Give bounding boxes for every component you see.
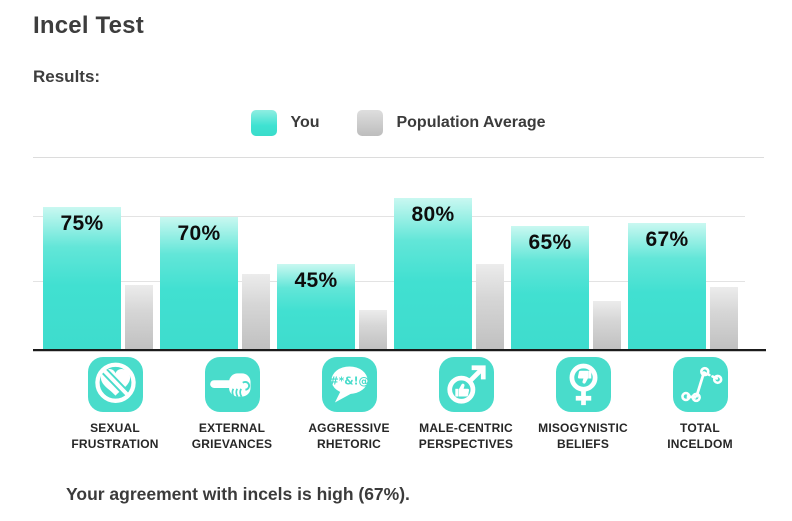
category-label: AGGRESSIVE RHETORIC xyxy=(308,421,390,451)
category-aggressive-rhetoric: #*&!@ AGGRESSIVE RHETORIC xyxy=(308,357,427,453)
bar-group-external-grievances: 70% xyxy=(160,198,277,350)
bar-value-label: 65% xyxy=(528,231,572,254)
bar-value-label: 75% xyxy=(60,212,104,235)
you-bar: 45% xyxy=(277,264,355,350)
category-sexual-frustration: SEXUAL FRUSTRATION xyxy=(71,357,193,453)
category-row: SEXUAL FRUSTRATION EXTERNAL GRI xyxy=(71,357,792,453)
you-bar: 67% xyxy=(628,223,706,350)
population-average-bar xyxy=(593,301,621,350)
bar-value-label: 80% xyxy=(411,203,455,226)
population-swatch-icon xyxy=(357,109,384,136)
you-bar: 80% xyxy=(394,198,472,350)
trend-line-icon xyxy=(672,357,728,412)
profanity-speech-bubble-icon: #*&!@ xyxy=(321,357,377,412)
bar-groups: 75% 70% 45% 80% 65% 67% xyxy=(43,198,745,350)
category-label: TOTAL INCELDOM xyxy=(667,421,733,451)
bar-group-total-inceldom: 67% xyxy=(628,198,745,350)
bar-group-aggressive-rhetoric: 45% xyxy=(277,198,394,350)
category-label: MISOGYNISTIC BELIEFS xyxy=(538,421,628,451)
bar-value-label: 70% xyxy=(177,222,221,245)
population-average-bar xyxy=(359,310,387,350)
population-average-bar xyxy=(125,285,153,350)
bar-group-male-centric-perspectives: 80% xyxy=(394,198,511,350)
you-swatch-icon xyxy=(251,109,278,136)
category-label: SEXUAL FRUSTRATION xyxy=(71,421,159,451)
pointing-hand-icon xyxy=(204,357,260,412)
results-bar-chart: 75% 70% 45% 80% 65% 67% xyxy=(33,157,766,352)
population-average-bar xyxy=(476,264,504,350)
legend-item-you: You xyxy=(251,109,320,136)
results-page: Incel Test Results: You Population Avera… xyxy=(33,12,792,504)
results-heading: Results: xyxy=(33,67,101,86)
population-average-bar xyxy=(710,287,738,350)
population-average-bar xyxy=(242,274,270,350)
category-label: EXTERNAL GRIEVANCES xyxy=(191,421,273,451)
legend-you-label: You xyxy=(290,113,320,131)
category-label: MALE-CENTRIC PERSPECTIVES xyxy=(418,421,514,451)
legend-population-label: Population Average xyxy=(396,113,546,131)
you-bar: 65% xyxy=(511,226,589,350)
page-title: Incel Test xyxy=(33,12,144,39)
category-external-grievances: EXTERNAL GRIEVANCES xyxy=(192,357,310,453)
blocked-heart-icon xyxy=(87,357,143,412)
gridline xyxy=(33,216,745,217)
female-symbol-thumbs-down-icon xyxy=(555,357,611,412)
svg-text:#*&!@: #*&!@ xyxy=(329,375,369,388)
male-symbol-thumbs-up-icon xyxy=(438,357,494,412)
chart-baseline xyxy=(33,349,766,352)
chart-legend: You Population Average xyxy=(33,109,764,136)
you-bar: 75% xyxy=(43,207,121,350)
category-misogynistic-beliefs: MISOGYNISTIC BELIEFS xyxy=(538,357,661,453)
bar-group-sexual-frustration: 75% xyxy=(43,198,160,350)
bar-value-label: 67% xyxy=(645,228,689,251)
result-summary-text: Your agreement with incels is high (67%)… xyxy=(66,483,410,504)
category-male-centric-perspectives: MALE-CENTRIC PERSPECTIVES xyxy=(419,357,544,453)
you-bar: 70% xyxy=(160,217,238,350)
legend-item-population: Population Average xyxy=(357,109,546,136)
bar-value-label: 45% xyxy=(294,269,338,292)
bar-group-misogynistic-beliefs: 65% xyxy=(511,198,628,350)
category-total-inceldom: TOTAL INCELDOM xyxy=(661,357,778,453)
gridline xyxy=(33,281,745,282)
